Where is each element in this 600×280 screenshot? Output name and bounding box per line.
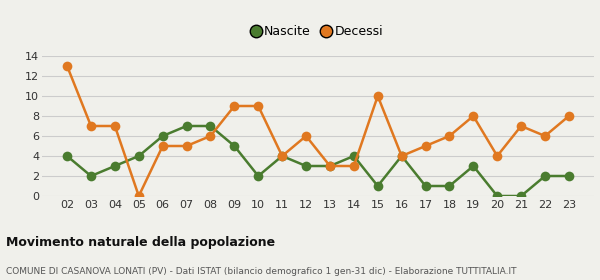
Text: COMUNE DI CASANOVA LONATI (PV) - Dati ISTAT (bilancio demografico 1 gen-31 dic) : COMUNE DI CASANOVA LONATI (PV) - Dati IS… bbox=[6, 267, 517, 276]
Legend: Nascite, Decessi: Nascite, Decessi bbox=[248, 20, 388, 43]
Text: Movimento naturale della popolazione: Movimento naturale della popolazione bbox=[6, 236, 275, 249]
